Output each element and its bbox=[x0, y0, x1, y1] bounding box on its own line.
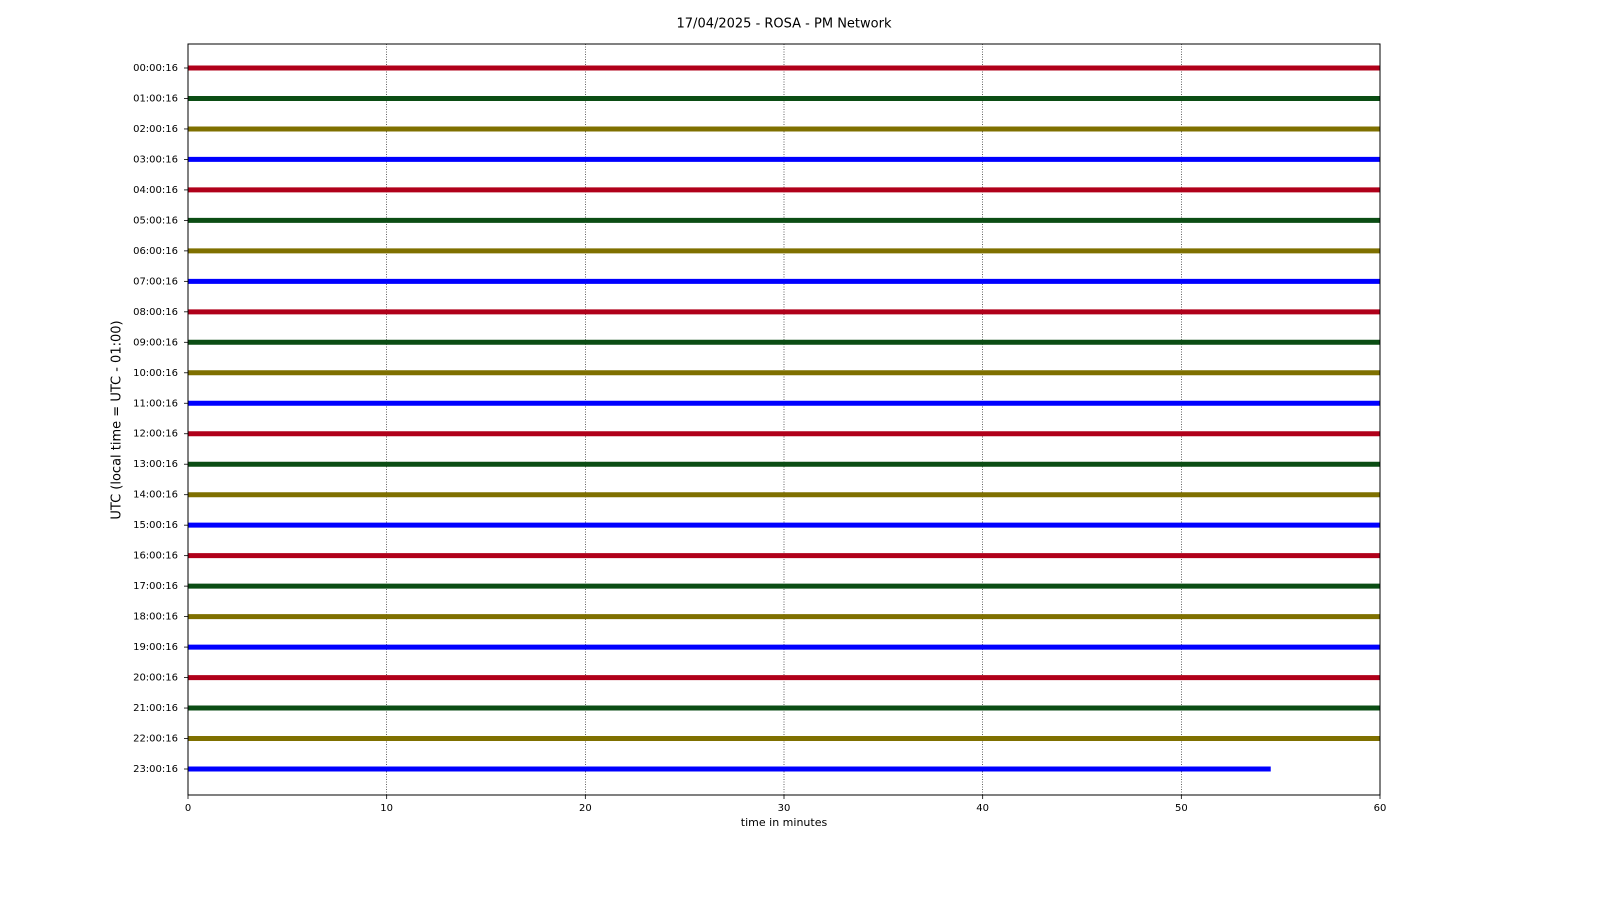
chart-title: 17/04/2025 - ROSA - PM Network bbox=[677, 17, 892, 32]
x-tick-label: 0 bbox=[185, 803, 191, 814]
y-tick-label: 16:00:16 bbox=[133, 551, 178, 562]
x-tick-label: 20 bbox=[579, 803, 592, 814]
y-tick-label: 09:00:16 bbox=[133, 337, 178, 348]
y-tick-label: 20:00:16 bbox=[133, 673, 178, 684]
y-tick-label: 19:00:16 bbox=[133, 642, 178, 653]
y-tick-label: 06:00:16 bbox=[133, 246, 178, 257]
y-tick-label: 21:00:16 bbox=[133, 703, 178, 714]
x-tick-label: 10 bbox=[380, 803, 393, 814]
x-tick-label: 30 bbox=[778, 803, 791, 814]
y-tick-label: 13:00:16 bbox=[133, 459, 178, 470]
y-tick-label: 02:00:16 bbox=[133, 124, 178, 135]
x-tick-label: 60 bbox=[1374, 803, 1387, 814]
y-tick-label: 05:00:16 bbox=[133, 215, 178, 226]
y-tick-label: 04:00:16 bbox=[133, 185, 178, 196]
plot-frame bbox=[187, 43, 1381, 796]
y-tick-label: 11:00:16 bbox=[133, 398, 178, 409]
y-tick-label: 07:00:16 bbox=[133, 276, 178, 287]
y-tick-label: 03:00:16 bbox=[133, 154, 178, 165]
y-tick-label: 08:00:16 bbox=[133, 307, 178, 318]
x-tick-label: 50 bbox=[1175, 803, 1188, 814]
y-tick-label: 23:00:16 bbox=[133, 764, 178, 775]
y-tick-label: 15:00:16 bbox=[133, 520, 178, 531]
y-tick-label: 10:00:16 bbox=[133, 368, 178, 379]
y-tick-label: 17:00:16 bbox=[133, 581, 178, 592]
y-tick-label: 18:00:16 bbox=[133, 612, 178, 623]
y-tick-label: 01:00:16 bbox=[133, 93, 178, 104]
y-tick-label: 14:00:16 bbox=[133, 490, 178, 501]
x-axis-label: time in minutes bbox=[741, 816, 828, 829]
y-tick-label: 12:00:16 bbox=[133, 429, 178, 440]
x-tick-label: 40 bbox=[976, 803, 989, 814]
y-tick-label: 00:00:16 bbox=[133, 63, 178, 74]
y-tick-label: 22:00:16 bbox=[133, 734, 178, 745]
y-axis-label: UTC (local time = UTC - 01:00) bbox=[110, 320, 125, 519]
